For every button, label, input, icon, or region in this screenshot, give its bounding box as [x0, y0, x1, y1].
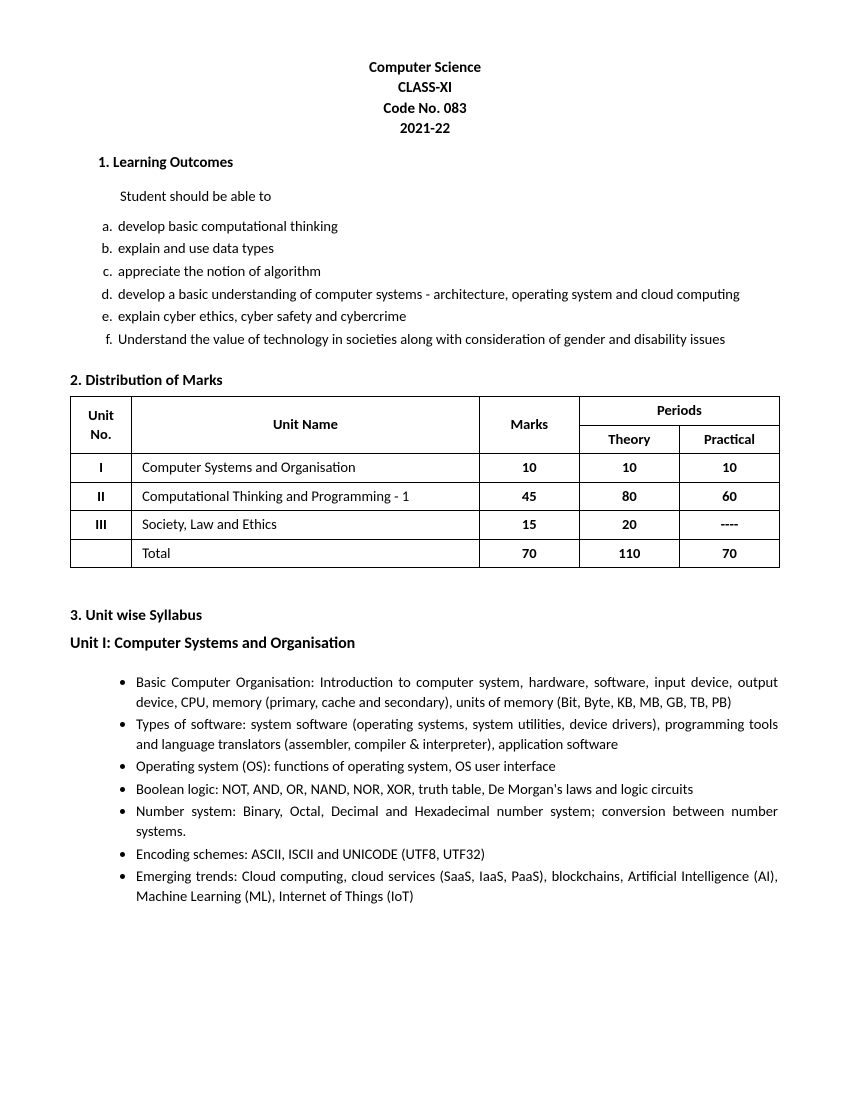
- table-row: I Computer Systems and Organisation 10 1…: [71, 454, 780, 483]
- list-item: Types of software: system software (oper…: [136, 715, 780, 754]
- cell-marks: 70: [522, 544, 537, 562]
- list-item: Understand the value of technology in so…: [116, 330, 780, 350]
- col-unit-no: Unit No.: [71, 397, 132, 454]
- cell-unit-no: [71, 539, 132, 568]
- doc-title-1: Computer Science: [70, 58, 780, 78]
- cell-unit-no: III: [95, 515, 107, 533]
- cell-theory: 20: [622, 515, 637, 533]
- cell-unit-name: Computer Systems and Organisation: [132, 454, 480, 483]
- list-item: appreciate the notion of algorithm: [116, 262, 780, 282]
- col-theory: Theory: [579, 425, 679, 454]
- section1-intro: Student should be able to: [120, 187, 780, 207]
- cell-marks: 10: [522, 458, 537, 476]
- list-item: explain and use data types: [116, 239, 780, 259]
- cell-theory: 110: [618, 544, 640, 562]
- list-item: Emerging trends: Cloud computing, cloud …: [136, 867, 780, 906]
- col-unit-name: Unit Name: [132, 397, 480, 454]
- list-item: explain cyber ethics, cyber safety and c…: [116, 307, 780, 327]
- cell-unit-name: Society, Law and Ethics: [132, 511, 480, 540]
- list-item: Basic Computer Organisation: Introductio…: [136, 673, 780, 712]
- list-item: develop a basic understanding of compute…: [116, 285, 780, 305]
- cell-practical: 60: [722, 487, 737, 505]
- doc-title-2: CLASS-XI: [70, 78, 780, 98]
- cell-practical: 70: [722, 544, 737, 562]
- table-header-row: Unit No. Unit Name Marks Periods: [71, 397, 780, 426]
- cell-theory: 10: [622, 458, 637, 476]
- list-item: Operating system (OS): functions of oper…: [136, 757, 780, 777]
- cell-marks: 15: [522, 515, 537, 533]
- col-periods: Periods: [579, 397, 779, 426]
- syllabus-list: Basic Computer Organisation: Introductio…: [136, 673, 780, 906]
- marks-table: Unit No. Unit Name Marks Periods Theory …: [70, 396, 780, 568]
- list-item: Number system: Binary, Octal, Decimal an…: [136, 802, 780, 841]
- cell-unit-name: Total: [132, 539, 480, 568]
- doc-title-3: Code No. 083: [70, 99, 780, 119]
- section2-heading: 2. Distribution of Marks: [70, 371, 780, 392]
- list-item: develop basic computational thinking: [116, 217, 780, 237]
- cell-theory: 80: [622, 487, 637, 505]
- cell-practical: 10: [722, 458, 737, 476]
- cell-unit-no: II: [97, 487, 105, 505]
- cell-unit-name: Computational Thinking and Programming -…: [132, 482, 480, 511]
- learning-outcomes-list: develop basic computational thinking exp…: [116, 217, 780, 349]
- table-row: III Society, Law and Ethics 15 20 ----: [71, 511, 780, 540]
- table-row: II Computational Thinking and Programmin…: [71, 482, 780, 511]
- cell-marks: 45: [522, 487, 537, 505]
- cell-practical: ----: [721, 515, 739, 533]
- doc-title-4: 2021-22: [70, 119, 780, 139]
- table-row-total: Total 70 110 70: [71, 539, 780, 568]
- col-practical: Practical: [679, 425, 779, 454]
- section1-heading: 1. Learning Outcomes: [98, 153, 780, 173]
- unit1-title: Unit I: Computer Systems and Organisatio…: [70, 633, 780, 655]
- col-marks: Marks: [479, 397, 579, 454]
- list-item: Boolean logic: NOT, AND, OR, NAND, NOR, …: [136, 780, 780, 800]
- cell-unit-no: I: [99, 458, 103, 476]
- section3-heading: 3. Unit wise Syllabus: [70, 606, 780, 627]
- list-item: Encoding schemes: ASCII, ISCII and UNICO…: [136, 845, 780, 865]
